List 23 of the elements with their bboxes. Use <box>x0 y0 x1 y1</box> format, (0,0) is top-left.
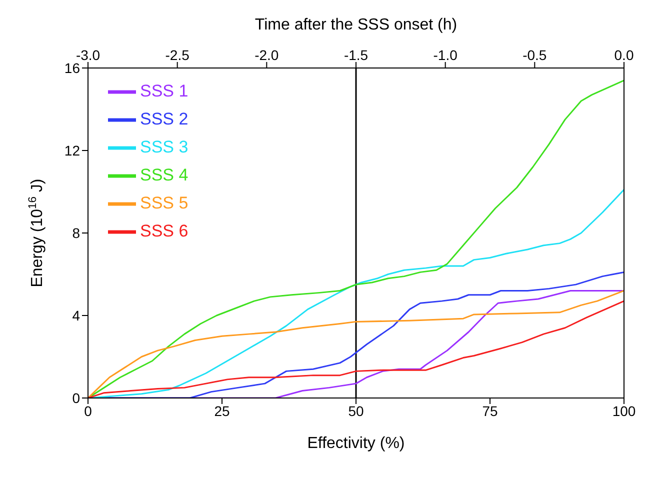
x-tick-label: 25 <box>214 402 230 419</box>
legend-label: SSS 6 <box>140 221 188 240</box>
x2-tick-label: -0.5 <box>522 47 547 63</box>
x2-tick-label: -2.0 <box>254 47 279 63</box>
legend-label: SSS 3 <box>140 137 188 156</box>
x2-tick-label: 0.0 <box>614 47 634 63</box>
legend-label: SSS 2 <box>140 109 188 128</box>
x2-axis-title: Time after the SSS onset (h) <box>254 16 458 34</box>
x-tick-label: 75 <box>482 402 498 419</box>
x2-tick-label: -1.5 <box>344 47 368 63</box>
y-tick-label: 4 <box>72 307 80 324</box>
x2-tick-label: -1.0 <box>433 47 458 63</box>
legend-label: SSS 5 <box>140 193 188 212</box>
legend-label: SSS 1 <box>140 81 188 100</box>
y-tick-label: 8 <box>72 224 80 241</box>
x-tick-label: 100 <box>612 402 636 419</box>
y-tick-label: 12 <box>64 142 80 158</box>
x2-tick-label: -2.5 <box>165 47 190 63</box>
legend-label: SSS 4 <box>140 165 188 184</box>
x-axis-title: Effectivity (%) <box>307 435 405 452</box>
x-tick-label: 0 <box>84 402 92 419</box>
x-tick-label: 50 <box>348 402 364 419</box>
y-tick-label: 0 <box>72 390 80 406</box>
